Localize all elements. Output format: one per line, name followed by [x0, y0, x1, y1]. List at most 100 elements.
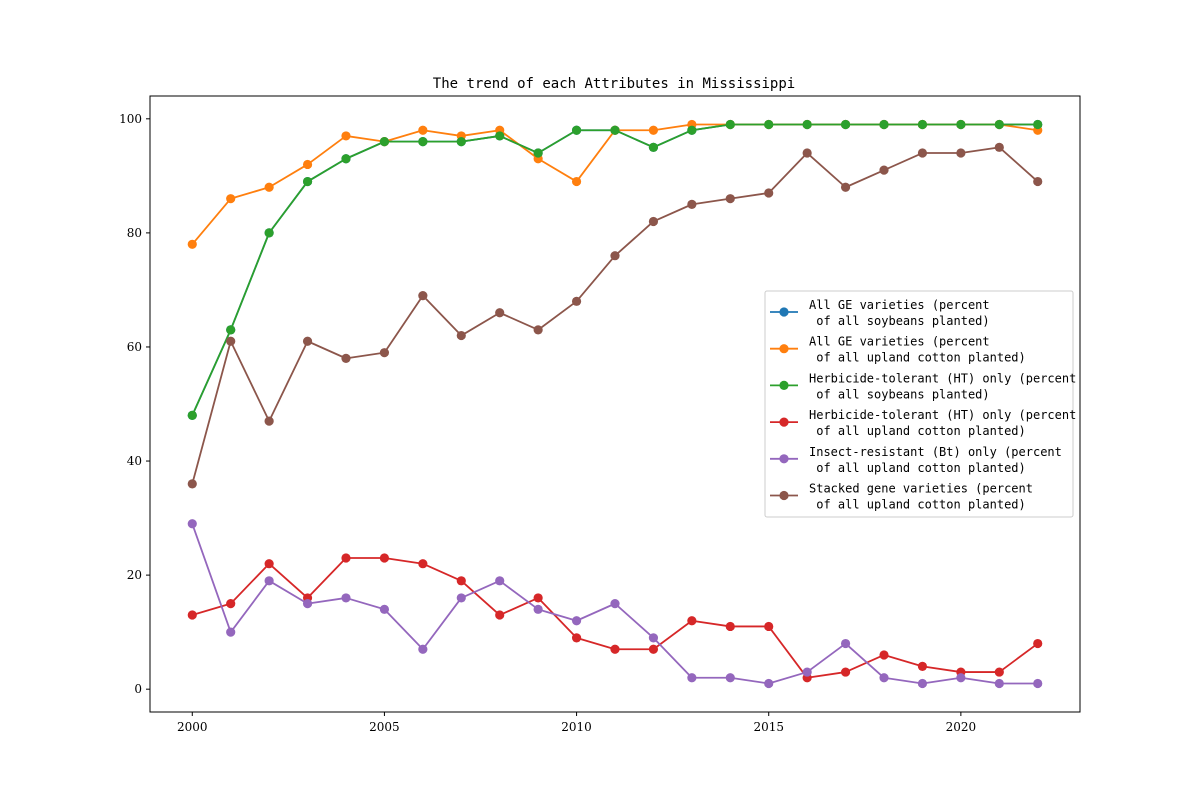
data-point [648, 142, 659, 152]
legend-swatch-marker [779, 380, 789, 390]
series-group [187, 119, 1043, 249]
data-point [571, 633, 582, 643]
y-tick-label: 40 [127, 454, 142, 468]
data-point [456, 330, 466, 341]
data-point [226, 627, 236, 637]
data-point [341, 593, 351, 603]
data-point [226, 599, 236, 609]
data-point [956, 673, 966, 683]
y-tick-label: 80 [127, 226, 142, 240]
y-tick-label: 0 [134, 682, 142, 696]
chart-title: The trend of each Attributes in Mississi… [433, 76, 795, 92]
data-point [648, 644, 659, 654]
data-point [725, 194, 735, 204]
data-point [879, 165, 889, 175]
data-point [648, 633, 659, 643]
data-point [341, 353, 351, 363]
data-point [725, 119, 735, 130]
data-point [418, 291, 428, 301]
x-tick-label: 2015 [753, 720, 784, 734]
data-point [418, 125, 428, 135]
series-group [187, 519, 1043, 689]
data-point [610, 599, 620, 609]
data-point [917, 678, 928, 689]
data-point [610, 125, 620, 135]
data-point [495, 610, 505, 620]
legend-frame [764, 290, 1074, 518]
data-point [840, 182, 851, 192]
data-point [495, 131, 505, 141]
x-tick-label: 2010 [561, 720, 592, 734]
legend-label: Herbicide-tolerant (HT) only (percent of… [809, 371, 1076, 401]
data-point [764, 621, 774, 632]
data-point [802, 148, 812, 158]
legend-item: Insect-resistant (Bt) only (percent of a… [770, 445, 1062, 475]
legend: All GE varieties (percent of all soybean… [764, 290, 1076, 518]
data-point [341, 154, 351, 164]
data-point [187, 610, 197, 620]
data-point [264, 416, 274, 426]
data-point [226, 336, 236, 346]
data-point [571, 125, 582, 135]
data-point [1033, 119, 1043, 130]
data-point [1033, 678, 1043, 689]
data-point [725, 673, 735, 683]
data-point [456, 137, 466, 147]
data-point [879, 673, 889, 683]
x-tick-label: 2005 [369, 720, 400, 734]
y-tick-label: 100 [119, 112, 142, 126]
data-point [802, 119, 812, 130]
data-point [264, 576, 274, 586]
legend-item: Herbicide-tolerant (HT) only (percent of… [770, 408, 1076, 438]
data-point [187, 239, 197, 249]
data-point [1033, 638, 1043, 649]
legend-label: All GE varieties (percent of all soybean… [809, 298, 990, 328]
data-point [917, 119, 928, 130]
legend-item: All GE varieties (percent of all upland … [770, 335, 1026, 365]
data-point [187, 479, 197, 489]
data-point [379, 553, 390, 563]
data-point [571, 616, 582, 626]
legend-label: Herbicide-tolerant (HT) only (percent of… [809, 408, 1076, 438]
data-point [379, 348, 390, 358]
data-point [956, 148, 966, 158]
series-line [191, 123, 1038, 245]
legend-swatch-marker [779, 417, 789, 427]
data-point [840, 638, 851, 649]
data-point [840, 667, 851, 677]
data-point [840, 119, 851, 130]
data-point [917, 148, 928, 158]
data-point [418, 559, 428, 569]
data-point [764, 119, 774, 130]
data-point [571, 176, 582, 187]
legend-swatch-marker [779, 490, 789, 501]
data-point [533, 148, 543, 158]
legend-label: Insect-resistant (Bt) only (percent of a… [809, 445, 1062, 475]
data-point [495, 308, 505, 318]
data-point [341, 553, 351, 563]
data-point [226, 325, 236, 335]
data-point [994, 667, 1004, 677]
data-point [533, 593, 543, 603]
data-point [341, 131, 351, 141]
data-point [764, 678, 774, 689]
x-axis: 2000 2005 2010 2015 2020 [177, 712, 976, 734]
data-point [994, 678, 1004, 689]
data-point [687, 199, 697, 209]
data-point [456, 593, 466, 603]
data-point [533, 604, 543, 614]
data-point [418, 644, 428, 654]
data-point [879, 650, 889, 660]
legend-item: All GE varieties (percent of all soybean… [770, 298, 990, 328]
data-point [648, 125, 659, 135]
legend-item: Herbicide-tolerant (HT) only (percent of… [770, 371, 1076, 401]
data-point [264, 559, 274, 569]
data-point [264, 228, 274, 238]
data-point [956, 119, 966, 130]
data-point [302, 336, 313, 346]
legend-item: Stacked gene varieties (percent of all u… [770, 482, 1033, 512]
data-point [187, 410, 197, 421]
legend-label: All GE varieties (percent of all upland … [809, 335, 1026, 365]
data-point [379, 604, 390, 614]
